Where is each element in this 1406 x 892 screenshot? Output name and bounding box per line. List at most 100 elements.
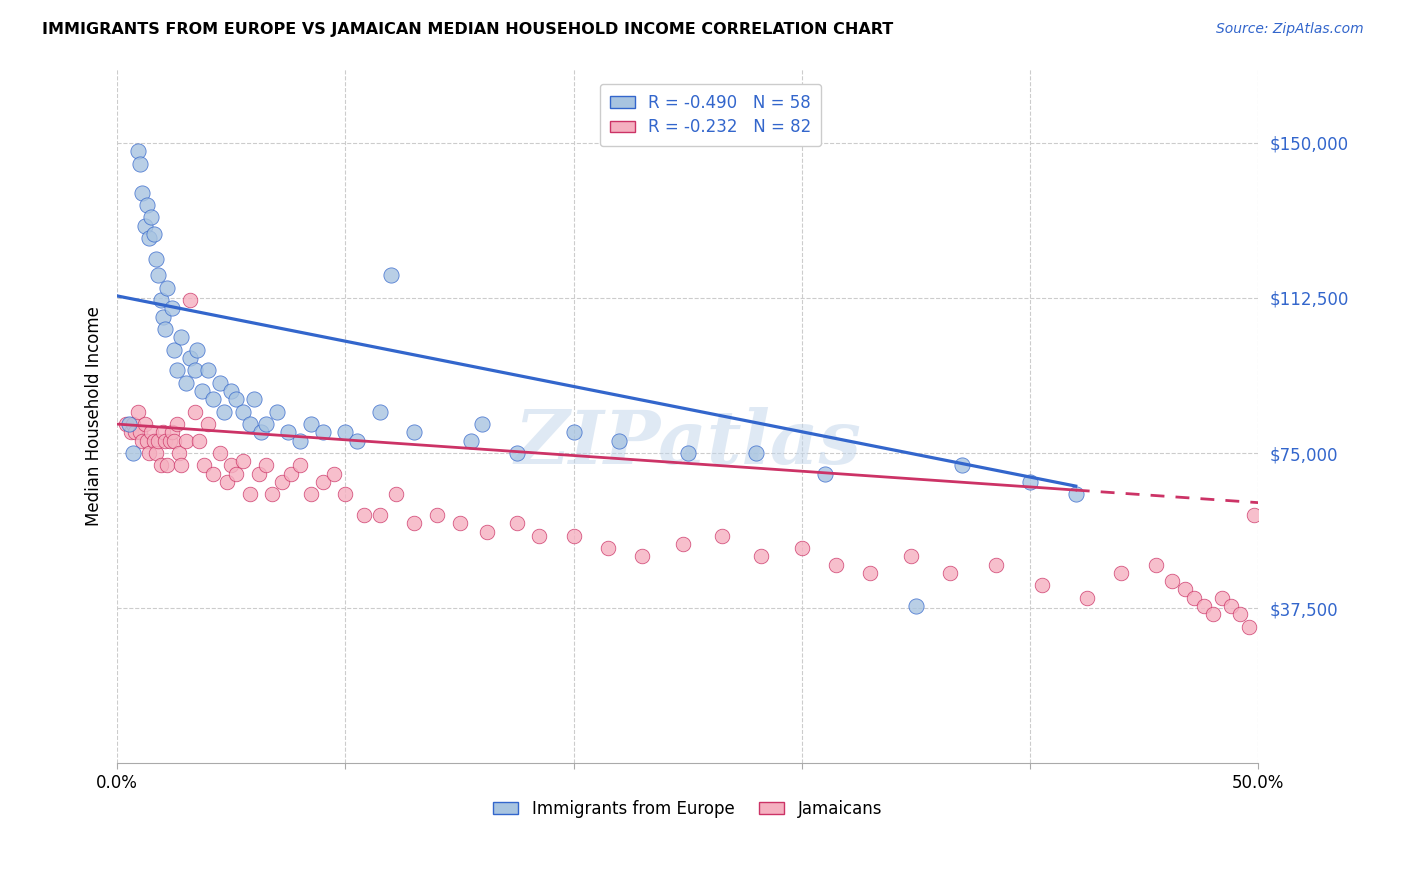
Point <box>170 458 193 473</box>
Point <box>166 417 188 431</box>
Point <box>1076 591 1098 605</box>
Point <box>505 516 527 531</box>
Point <box>153 434 176 448</box>
Point <box>335 425 357 440</box>
Point <box>939 566 962 580</box>
Point <box>529 529 551 543</box>
Point <box>631 549 654 564</box>
Point <box>167 446 190 460</box>
Point <box>142 227 165 241</box>
Point <box>131 186 153 200</box>
Point <box>208 446 231 460</box>
Point <box>904 599 927 613</box>
Point <box>184 363 207 377</box>
Point <box>208 376 231 390</box>
Point <box>1064 487 1087 501</box>
Point <box>900 549 922 564</box>
Point <box>672 537 695 551</box>
Point <box>749 549 772 564</box>
Point <box>153 322 176 336</box>
Point <box>449 516 471 531</box>
Point <box>225 392 247 407</box>
Point <box>607 434 630 448</box>
Point <box>1211 591 1233 605</box>
Point <box>117 417 139 431</box>
Point <box>148 434 170 448</box>
Point <box>179 351 201 365</box>
Point <box>1160 574 1182 589</box>
Point <box>380 268 402 283</box>
Point <box>254 417 277 431</box>
Point <box>197 363 219 377</box>
Point <box>984 558 1007 572</box>
Point <box>1174 582 1197 597</box>
Point <box>115 417 138 431</box>
Text: Source: ZipAtlas.com: Source: ZipAtlas.com <box>1216 22 1364 37</box>
Point <box>596 541 619 555</box>
Point <box>221 458 243 473</box>
Point <box>193 458 215 473</box>
Point <box>145 446 167 460</box>
Point <box>138 231 160 245</box>
Point <box>225 467 247 481</box>
Point <box>135 198 157 212</box>
Point <box>270 475 292 489</box>
Y-axis label: Median Household Income: Median Household Income <box>86 306 103 525</box>
Point <box>190 384 212 398</box>
Legend: Immigrants from Europe, Jamaicans: Immigrants from Europe, Jamaicans <box>486 793 889 824</box>
Point <box>1243 508 1265 522</box>
Point <box>288 458 311 473</box>
Point <box>299 417 322 431</box>
Point <box>311 475 333 489</box>
Point <box>170 330 193 344</box>
Point <box>250 425 273 440</box>
Point <box>825 558 848 572</box>
Point <box>156 458 179 473</box>
Point <box>134 219 156 233</box>
Point <box>163 343 186 357</box>
Point <box>950 458 973 473</box>
Point <box>676 446 699 460</box>
Point <box>471 417 494 431</box>
Point <box>562 425 585 440</box>
Point <box>202 467 225 481</box>
Point <box>1184 591 1206 605</box>
Point <box>1237 620 1260 634</box>
Point <box>124 425 146 440</box>
Point <box>141 425 163 440</box>
Point <box>134 417 156 431</box>
Point <box>152 310 174 324</box>
Point <box>149 458 172 473</box>
Point <box>247 467 270 481</box>
Point <box>135 434 157 448</box>
Point <box>188 434 211 448</box>
Point <box>122 446 145 460</box>
Point <box>197 417 219 431</box>
Point <box>202 392 225 407</box>
Point <box>238 417 260 431</box>
Point <box>120 425 142 440</box>
Point <box>475 524 498 539</box>
Point <box>238 487 260 501</box>
Point <box>138 446 160 460</box>
Point <box>335 487 357 501</box>
Point <box>1202 607 1225 622</box>
Point <box>1031 578 1053 592</box>
Point <box>243 392 266 407</box>
Point <box>1144 558 1167 572</box>
Point <box>149 293 172 307</box>
Point <box>184 405 207 419</box>
Point <box>311 425 333 440</box>
Point <box>129 425 152 440</box>
Point <box>426 508 449 522</box>
Point <box>1192 599 1215 613</box>
Point <box>127 405 149 419</box>
Point <box>745 446 768 460</box>
Point <box>384 487 406 501</box>
Point <box>505 446 527 460</box>
Point <box>262 487 284 501</box>
Text: ZIPatlas: ZIPatlas <box>515 408 862 480</box>
Point <box>288 434 311 448</box>
Text: IMMIGRANTS FROM EUROPE VS JAMAICAN MEDIAN HOUSEHOLD INCOME CORRELATION CHART: IMMIGRANTS FROM EUROPE VS JAMAICAN MEDIA… <box>42 22 893 37</box>
Point <box>142 434 165 448</box>
